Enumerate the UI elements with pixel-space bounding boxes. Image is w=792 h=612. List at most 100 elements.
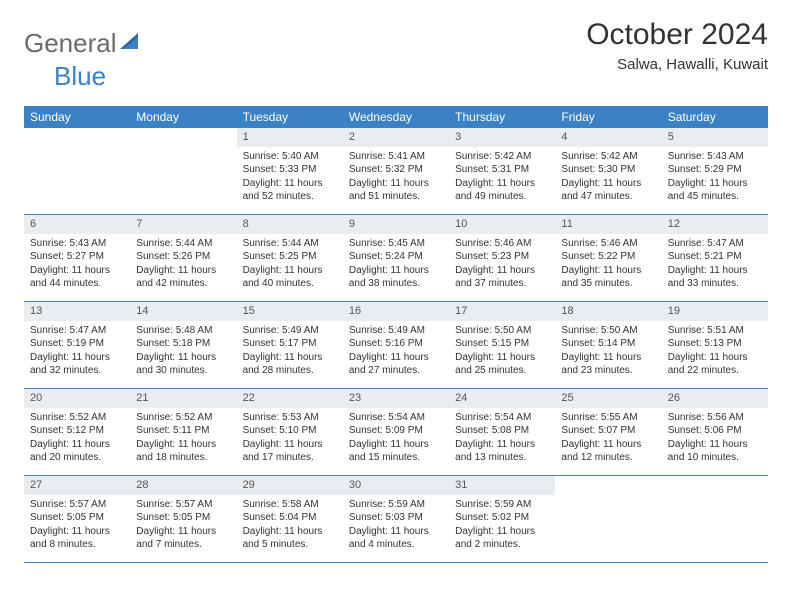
sunrise-text: Sunrise: 5:46 AM <box>561 237 655 251</box>
daylight-text-1: Daylight: 11 hours <box>243 438 337 452</box>
day-cell: 29Sunrise: 5:58 AMSunset: 5:04 PMDayligh… <box>237 476 343 562</box>
daylight-text-1: Daylight: 11 hours <box>349 177 443 191</box>
sunrise-text: Sunrise: 5:54 AM <box>349 411 443 425</box>
day-cell: 24Sunrise: 5:54 AMSunset: 5:08 PMDayligh… <box>449 389 555 475</box>
daylight-text-1: Daylight: 11 hours <box>243 177 337 191</box>
day-cell: 7Sunrise: 5:44 AMSunset: 5:26 PMDaylight… <box>130 215 236 301</box>
sunset-text: Sunset: 5:19 PM <box>30 337 124 351</box>
sunrise-text: Sunrise: 5:57 AM <box>136 498 230 512</box>
sunrise-text: Sunrise: 5:44 AM <box>243 237 337 251</box>
daylight-text-2: and 30 minutes. <box>136 364 230 378</box>
sunrise-text: Sunrise: 5:41 AM <box>349 150 443 164</box>
day-details: Sunrise: 5:54 AMSunset: 5:08 PMDaylight:… <box>449 408 555 471</box>
day-number: 6 <box>24 215 130 234</box>
day-number: 9 <box>343 215 449 234</box>
day-cell: 30Sunrise: 5:59 AMSunset: 5:03 PMDayligh… <box>343 476 449 562</box>
daylight-text-2: and 28 minutes. <box>243 364 337 378</box>
sunset-text: Sunset: 5:25 PM <box>243 250 337 264</box>
day-cell: 19Sunrise: 5:51 AMSunset: 5:13 PMDayligh… <box>662 302 768 388</box>
day-number: 15 <box>237 302 343 321</box>
weeks-container: ..1Sunrise: 5:40 AMSunset: 5:33 PMDaylig… <box>24 128 768 563</box>
calendar-grid: SundayMondayTuesdayWednesdayThursdayFrid… <box>24 106 768 563</box>
sunset-text: Sunset: 5:10 PM <box>243 424 337 438</box>
day-details: Sunrise: 5:58 AMSunset: 5:04 PMDaylight:… <box>237 495 343 558</box>
sunrise-text: Sunrise: 5:43 AM <box>668 150 762 164</box>
day-cell: 15Sunrise: 5:49 AMSunset: 5:17 PMDayligh… <box>237 302 343 388</box>
daylight-text-1: Daylight: 11 hours <box>136 438 230 452</box>
sunrise-text: Sunrise: 5:50 AM <box>561 324 655 338</box>
day-details: Sunrise: 5:52 AMSunset: 5:12 PMDaylight:… <box>24 408 130 471</box>
daylight-text-1: Daylight: 11 hours <box>668 177 762 191</box>
daylight-text-1: Daylight: 11 hours <box>30 525 124 539</box>
day-number: 12 <box>662 215 768 234</box>
day-details: Sunrise: 5:57 AMSunset: 5:05 PMDaylight:… <box>130 495 236 558</box>
daylight-text-1: Daylight: 11 hours <box>455 177 549 191</box>
sunrise-text: Sunrise: 5:52 AM <box>30 411 124 425</box>
day-cell: 31Sunrise: 5:59 AMSunset: 5:02 PMDayligh… <box>449 476 555 562</box>
day-details: Sunrise: 5:46 AMSunset: 5:23 PMDaylight:… <box>449 234 555 297</box>
day-number: 18 <box>555 302 661 321</box>
day-cell: 3Sunrise: 5:42 AMSunset: 5:31 PMDaylight… <box>449 128 555 214</box>
daylight-text-1: Daylight: 11 hours <box>349 438 443 452</box>
day-details: Sunrise: 5:45 AMSunset: 5:24 PMDaylight:… <box>343 234 449 297</box>
daylight-text-1: Daylight: 11 hours <box>561 438 655 452</box>
day-number: 1 <box>237 128 343 147</box>
daylight-text-2: and 47 minutes. <box>561 190 655 204</box>
day-cell: 1Sunrise: 5:40 AMSunset: 5:33 PMDaylight… <box>237 128 343 214</box>
weekday-header: Saturday <box>662 106 768 128</box>
sunset-text: Sunset: 5:29 PM <box>668 163 762 177</box>
sunset-text: Sunset: 5:22 PM <box>561 250 655 264</box>
sunrise-text: Sunrise: 5:51 AM <box>668 324 762 338</box>
day-cell: 2Sunrise: 5:41 AMSunset: 5:32 PMDaylight… <box>343 128 449 214</box>
daylight-text-2: and 52 minutes. <box>243 190 337 204</box>
sunrise-text: Sunrise: 5:56 AM <box>668 411 762 425</box>
day-details: Sunrise: 5:40 AMSunset: 5:33 PMDaylight:… <box>237 147 343 210</box>
daylight-text-2: and 25 minutes. <box>455 364 549 378</box>
sunrise-text: Sunrise: 5:59 AM <box>455 498 549 512</box>
sunset-text: Sunset: 5:15 PM <box>455 337 549 351</box>
daylight-text-2: and 5 minutes. <box>243 538 337 552</box>
day-cell: 21Sunrise: 5:52 AMSunset: 5:11 PMDayligh… <box>130 389 236 475</box>
sunrise-text: Sunrise: 5:59 AM <box>349 498 443 512</box>
logo: General <box>24 18 144 59</box>
day-number: 23 <box>343 389 449 408</box>
sunset-text: Sunset: 5:06 PM <box>668 424 762 438</box>
day-details: Sunrise: 5:46 AMSunset: 5:22 PMDaylight:… <box>555 234 661 297</box>
daylight-text-2: and 15 minutes. <box>349 451 443 465</box>
sunrise-text: Sunrise: 5:53 AM <box>243 411 337 425</box>
day-cell: 12Sunrise: 5:47 AMSunset: 5:21 PMDayligh… <box>662 215 768 301</box>
daylight-text-2: and 2 minutes. <box>455 538 549 552</box>
month-title: October 2024 <box>586 18 768 52</box>
week-row: 6Sunrise: 5:43 AMSunset: 5:27 PMDaylight… <box>24 215 768 302</box>
day-cell: 23Sunrise: 5:54 AMSunset: 5:09 PMDayligh… <box>343 389 449 475</box>
daylight-text-2: and 13 minutes. <box>455 451 549 465</box>
day-number: 4 <box>555 128 661 147</box>
location-text: Salwa, Hawalli, Kuwait <box>586 56 768 73</box>
sunset-text: Sunset: 5:27 PM <box>30 250 124 264</box>
daylight-text-2: and 33 minutes. <box>668 277 762 291</box>
daylight-text-1: Daylight: 11 hours <box>668 264 762 278</box>
daylight-text-1: Daylight: 11 hours <box>668 351 762 365</box>
day-details: Sunrise: 5:42 AMSunset: 5:31 PMDaylight:… <box>449 147 555 210</box>
daylight-text-1: Daylight: 11 hours <box>561 264 655 278</box>
weekday-header: Tuesday <box>237 106 343 128</box>
daylight-text-2: and 27 minutes. <box>349 364 443 378</box>
day-number: 19 <box>662 302 768 321</box>
day-number: 7 <box>130 215 236 234</box>
daylight-text-1: Daylight: 11 hours <box>243 525 337 539</box>
sunset-text: Sunset: 5:07 PM <box>561 424 655 438</box>
daylight-text-1: Daylight: 11 hours <box>30 438 124 452</box>
daylight-text-1: Daylight: 11 hours <box>243 351 337 365</box>
day-cell: 9Sunrise: 5:45 AMSunset: 5:24 PMDaylight… <box>343 215 449 301</box>
day-cell: . <box>555 476 661 562</box>
daylight-text-2: and 42 minutes. <box>136 277 230 291</box>
logo-word2: Blue <box>54 61 106 92</box>
logo-sail-icon <box>120 31 142 56</box>
daylight-text-2: and 40 minutes. <box>243 277 337 291</box>
daylight-text-2: and 20 minutes. <box>30 451 124 465</box>
day-number: 14 <box>130 302 236 321</box>
sunrise-text: Sunrise: 5:58 AM <box>243 498 337 512</box>
sunset-text: Sunset: 5:05 PM <box>30 511 124 525</box>
week-row: 13Sunrise: 5:47 AMSunset: 5:19 PMDayligh… <box>24 302 768 389</box>
day-number: 21 <box>130 389 236 408</box>
